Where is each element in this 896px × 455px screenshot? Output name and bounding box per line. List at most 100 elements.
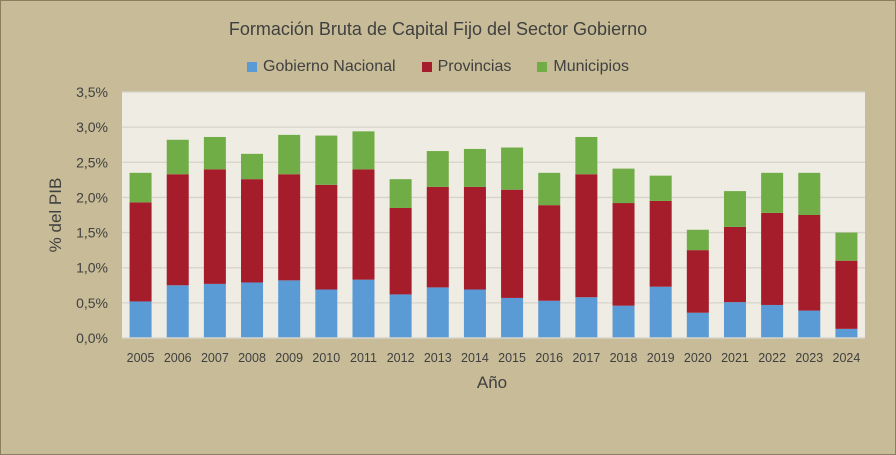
legend-swatch bbox=[247, 62, 258, 72]
x-tick-label: 2020 bbox=[684, 351, 712, 365]
bar-municipios-2007 bbox=[203, 136, 226, 170]
x-tick-label: 2008 bbox=[238, 351, 266, 365]
bar-provincias-2019 bbox=[649, 200, 672, 287]
bar-gobierno-nacional-2010 bbox=[315, 289, 338, 338]
bar-gobierno-nacional-2017 bbox=[575, 297, 598, 338]
y-tick-label: 0,0% bbox=[76, 330, 108, 346]
chart-title: Formación Bruta de Capital Fijo del Sect… bbox=[228, 19, 648, 39]
bar-provincias-2006 bbox=[166, 174, 189, 286]
x-tick-label: 2022 bbox=[758, 351, 786, 365]
bar-provincias-2010 bbox=[315, 184, 338, 290]
x-tick-label: 2016 bbox=[535, 351, 563, 365]
bar-provincias-2016 bbox=[538, 205, 561, 301]
x-tick-label: 2006 bbox=[164, 351, 192, 365]
bar-municipios-2013 bbox=[426, 151, 449, 187]
y-tick-label: 3,5% bbox=[76, 84, 108, 100]
x-tick-label: 2013 bbox=[424, 351, 452, 365]
bar-provincias-2005 bbox=[129, 202, 152, 302]
bar-provincias-2011 bbox=[352, 169, 375, 280]
bar-municipios-2009 bbox=[278, 134, 301, 175]
x-tick-label: 2012 bbox=[387, 351, 415, 365]
bar-provincias-2012 bbox=[389, 207, 412, 295]
bar-municipios-2018 bbox=[612, 168, 635, 204]
bar-gobierno-nacional-2018 bbox=[612, 305, 635, 338]
legend-item-provincias: Provincias bbox=[421, 58, 512, 76]
x-tick-label: 2018 bbox=[610, 351, 638, 365]
x-tick-label: 2005 bbox=[127, 351, 155, 365]
x-tick-label: 2010 bbox=[312, 351, 340, 365]
bar-municipios-2021 bbox=[723, 191, 746, 227]
bar-gobierno-nacional-2015 bbox=[501, 297, 524, 338]
bar-gobierno-nacional-2023 bbox=[798, 310, 821, 338]
x-tick-label: 2007 bbox=[201, 351, 229, 365]
bar-municipios-2005 bbox=[129, 172, 152, 203]
bar-provincias-2015 bbox=[501, 189, 524, 298]
bar-provincias-2009 bbox=[278, 174, 301, 281]
legend-swatch bbox=[421, 62, 432, 72]
bar-provincias-2022 bbox=[761, 212, 784, 305]
x-tick-label: 2015 bbox=[498, 351, 526, 365]
bar-municipios-2006 bbox=[166, 139, 189, 175]
legend-item-gobierno-nacional: Gobierno Nacional bbox=[247, 58, 396, 76]
legend-label: Municipios bbox=[553, 58, 629, 75]
bar-gobierno-nacional-2012 bbox=[389, 294, 412, 338]
x-axis-label: Año bbox=[476, 373, 508, 392]
plot-area bbox=[122, 92, 865, 338]
x-tick-label: 2017 bbox=[572, 351, 600, 365]
legend-swatch bbox=[537, 62, 548, 72]
bar-gobierno-nacional-2014 bbox=[463, 289, 486, 338]
x-tick-label: 2023 bbox=[795, 351, 823, 365]
bar-gobierno-nacional-2024 bbox=[835, 328, 858, 338]
y-tick-label: 3,0% bbox=[76, 119, 108, 135]
bar-municipios-2023 bbox=[798, 172, 821, 215]
bar-gobierno-nacional-2005 bbox=[129, 301, 152, 338]
y-tick-label: 1,0% bbox=[76, 260, 108, 276]
bar-provincias-2014 bbox=[463, 186, 486, 290]
bar-provincias-2018 bbox=[612, 203, 635, 306]
x-tick-label: 2024 bbox=[833, 351, 861, 365]
y-tick-label: 0,5% bbox=[76, 295, 108, 311]
bar-gobierno-nacional-2013 bbox=[426, 287, 449, 338]
bar-gobierno-nacional-2007 bbox=[203, 283, 226, 338]
x-tick-label: 2019 bbox=[647, 351, 675, 365]
bar-municipios-2011 bbox=[352, 131, 375, 170]
bar-gobierno-nacional-2016 bbox=[538, 300, 561, 338]
bar-municipios-2008 bbox=[241, 153, 264, 180]
bar-gobierno-nacional-2008 bbox=[241, 282, 264, 338]
bar-gobierno-nacional-2006 bbox=[166, 285, 189, 338]
bar-provincias-2017 bbox=[575, 174, 598, 298]
bar-provincias-2007 bbox=[203, 169, 226, 284]
bar-municipios-2022 bbox=[761, 172, 784, 213]
y-tick-label: 2,5% bbox=[76, 154, 108, 170]
legend-label: Gobierno Nacional bbox=[263, 58, 396, 75]
x-tick-label: 2014 bbox=[461, 351, 489, 365]
bar-provincias-2021 bbox=[723, 226, 746, 303]
x-tick-label: 2009 bbox=[275, 351, 303, 365]
bar-municipios-2024 bbox=[835, 232, 858, 261]
legend-label: Provincias bbox=[437, 58, 512, 75]
legend-item-municipios: Municipios bbox=[537, 58, 629, 76]
bar-provincias-2023 bbox=[798, 215, 821, 311]
bar-provincias-2013 bbox=[426, 186, 449, 288]
bar-gobierno-nacional-2022 bbox=[761, 304, 784, 338]
x-tick-label: 2011 bbox=[350, 351, 377, 365]
bar-municipios-2015 bbox=[501, 147, 524, 190]
bar-gobierno-nacional-2019 bbox=[649, 286, 672, 338]
bar-municipios-2010 bbox=[315, 135, 338, 185]
bar-municipios-2019 bbox=[649, 175, 672, 201]
bar-gobierno-nacional-2021 bbox=[723, 302, 746, 338]
bar-gobierno-nacional-2020 bbox=[686, 312, 709, 338]
bar-provincias-2024 bbox=[835, 260, 858, 329]
bar-provincias-2008 bbox=[241, 179, 264, 283]
legend: Gobierno Nacional Provincias Municipios bbox=[0, 58, 876, 76]
bar-provincias-2020 bbox=[686, 250, 709, 313]
bar-gobierno-nacional-2009 bbox=[278, 280, 301, 338]
bar-municipios-2016 bbox=[538, 172, 561, 206]
bar-municipios-2014 bbox=[463, 148, 486, 187]
x-tick-label: 2021 bbox=[721, 351, 749, 365]
y-tick-label: 2,0% bbox=[76, 189, 108, 205]
bar-municipios-2017 bbox=[575, 136, 598, 175]
bar-municipios-2020 bbox=[686, 229, 709, 251]
bar-municipios-2012 bbox=[389, 179, 412, 208]
